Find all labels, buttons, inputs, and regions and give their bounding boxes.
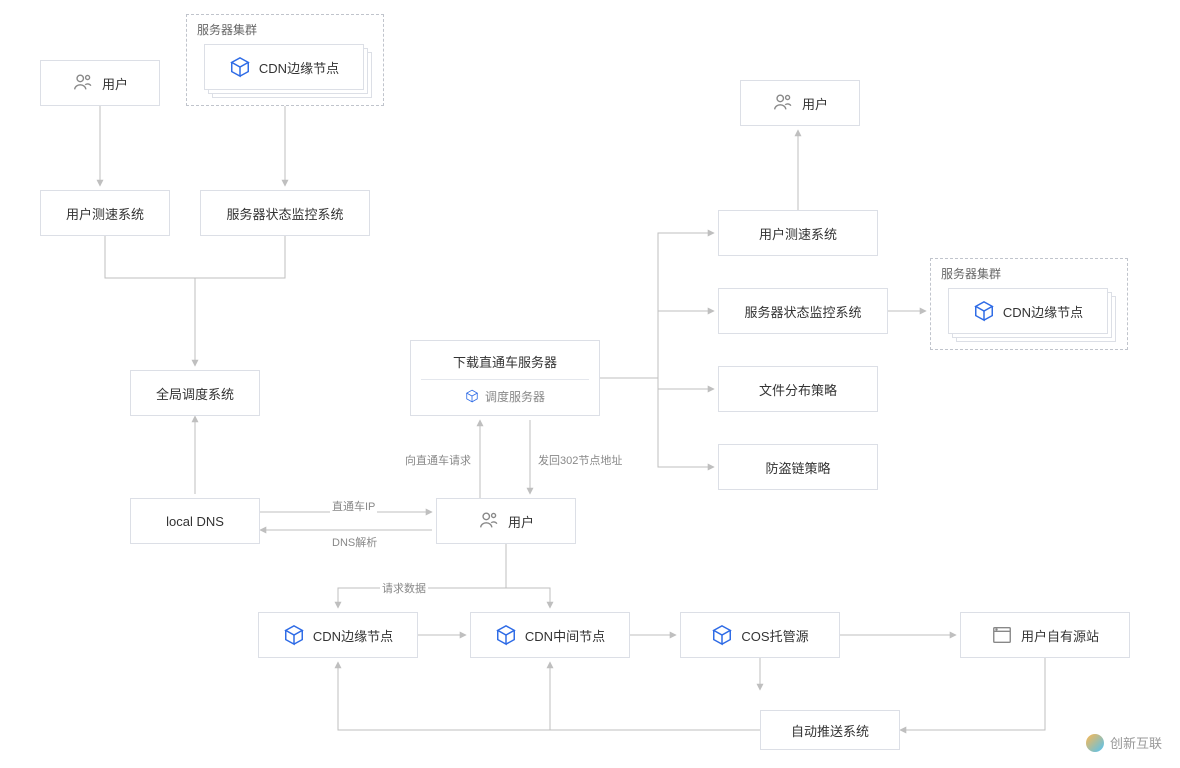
edge-label: 请求数据: [380, 580, 428, 596]
label: CDN边缘节点: [259, 58, 339, 77]
node-cdn-mid-bottom: CDN中间节点: [470, 612, 630, 658]
stack-cdn-edge-right: CDN边缘节点: [948, 288, 1108, 334]
node-file-distribution: 文件分布策略: [718, 366, 878, 412]
label: 下载直通车服务器: [453, 352, 557, 371]
edge-label: 发回302节点地址: [536, 452, 624, 468]
cube-icon: [973, 300, 995, 322]
node-user-origin: 用户自有源站: [960, 612, 1130, 658]
node-cdn-edge-bottom: CDN边缘节点: [258, 612, 418, 658]
node-download-server: 下载直通车服务器 调度服务器: [410, 340, 600, 416]
cube-icon: [495, 624, 517, 646]
watermark-icon: [1086, 734, 1104, 752]
user-icon: [772, 92, 794, 114]
node-user-top-right: 用户: [740, 80, 860, 126]
node-global-scheduler: 全局调度系统: [130, 370, 260, 416]
node-user-speed-left: 用户测速系统: [40, 190, 170, 236]
edge-label: 向直通车请求: [403, 452, 473, 468]
node-user-speed-right: 用户测速系统: [718, 210, 878, 256]
node-server-status-right: 服务器状态监控系统: [718, 288, 888, 334]
user-icon: [478, 510, 500, 532]
cube-outline-icon: [465, 389, 479, 403]
edge-label: DNS解析: [330, 534, 379, 550]
node-user-center: 用户: [436, 498, 576, 544]
user-icon: [72, 72, 94, 94]
node-local-dns: local DNS: [130, 498, 260, 544]
label: 用户: [102, 74, 128, 93]
node-cos-origin: COS托管源: [680, 612, 840, 658]
edge-label: 直通车IP: [330, 498, 377, 514]
node-server-status-left: 服务器状态监控系统: [200, 190, 370, 236]
cube-icon: [229, 56, 251, 78]
browser-icon: [991, 624, 1013, 646]
node-user-top-left: 用户: [40, 60, 160, 106]
cube-icon: [711, 624, 733, 646]
group-title: 服务器集群: [197, 21, 257, 38]
sub-row: 调度服务器: [421, 379, 589, 405]
group-title: 服务器集群: [941, 265, 1001, 282]
node-auto-push: 自动推送系统: [760, 710, 900, 750]
cube-icon: [283, 624, 305, 646]
watermark: 创新互联: [1086, 733, 1162, 752]
stack-cdn-edge-top: CDN边缘节点: [204, 44, 364, 90]
node-anti-leech: 防盗链策略: [718, 444, 878, 490]
